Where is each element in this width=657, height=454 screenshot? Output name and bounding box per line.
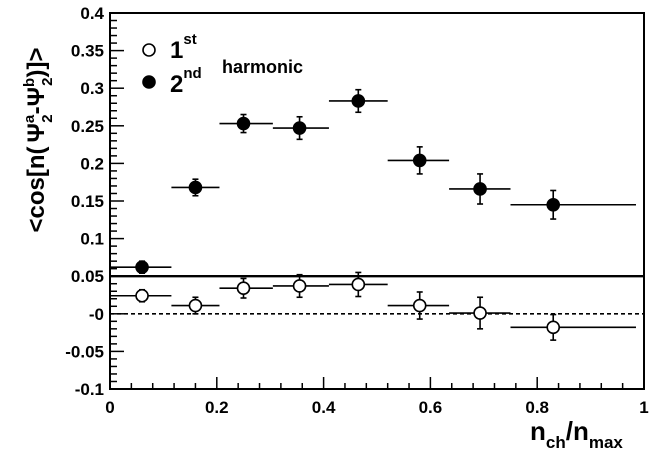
y-tick-label: 0.1 [80,230,104,249]
data-point [236,116,251,131]
x-tick-label: 0.4 [312,398,336,417]
series-open [110,271,636,341]
data-point [135,260,149,274]
y-title-sup-a: a [21,114,38,123]
data-point [135,288,149,303]
y-title-minus: - [23,106,50,114]
y-tick-label: -0 [89,305,104,324]
x-tick-label: 0.2 [205,398,229,417]
legend-ordinal-2: 2 [170,71,183,98]
data-point [473,182,487,196]
x-title-slash-n: /n [566,416,589,446]
legend-harmonic-label: harmonic [222,57,303,77]
data-point [188,298,203,313]
y-title-sub-2a: 2 [39,114,56,122]
axis-ticks [109,12,645,390]
data-point [412,153,427,168]
y-title-sub-2b: 2 [39,77,56,85]
y-tick-label: 0.2 [80,154,104,173]
x-title-n: n [530,416,546,446]
y-tick-label: -0.05 [65,342,104,361]
legend-label-2nd: 2nd [170,65,202,98]
series-filled [110,88,636,274]
data-point [546,197,561,212]
legend-ordinal-1: 1 [170,37,183,64]
data-point [351,277,366,292]
data-point [546,320,561,335]
y-tick-label: 0.4 [80,4,104,23]
x-tick-label: 0.8 [525,398,549,417]
data-point [412,298,427,313]
y-title-sup-b: b [21,78,38,87]
data-point [292,121,307,135]
x-title-sub-ch: ch [546,433,566,452]
y-tick-label: 0.35 [71,42,104,61]
legend: 1st 2nd harmonic [142,31,303,98]
legend-marker-open [142,43,156,57]
data-point [292,279,307,293]
y-tick-label: 0.3 [80,79,104,98]
data-series [110,88,636,341]
y-title-psi-b: Ψ [23,87,50,106]
y-tick-label: 0.25 [71,117,104,136]
data-point [473,306,487,320]
y-title-part2: )]> [23,47,50,77]
legend-suffix-1: st [183,31,196,48]
y-tick-label: 0.05 [71,267,104,286]
x-tick-label: 1 [639,398,648,417]
y-axis-title: <cos[n(Ψa2-Ψb2)]> [21,47,56,232]
y-title-part1: <cos[n( [23,147,50,233]
x-title-sub-max: max [589,433,624,452]
y-title-psi-a: Ψ [23,123,50,142]
x-tick-label: 0 [105,398,114,417]
legend-label-1st: 1st [170,31,197,64]
tick-labels: 0 0.2 0.4 0.6 0.8 1 -0.1 -0.05 -0 0.05 0.1 0.15 0.2 0… [65,4,648,417]
data-point [236,281,251,296]
legend-suffix-2: nd [183,65,201,82]
legend-marker-filled [142,75,156,89]
y-tick-label: -0.1 [75,380,104,399]
x-axis-title: nch/nmax [530,416,623,452]
data-point [351,94,366,108]
x-tick-label: 0.6 [419,398,443,417]
y-tick-label: 0.15 [71,192,104,211]
data-point [188,180,203,195]
